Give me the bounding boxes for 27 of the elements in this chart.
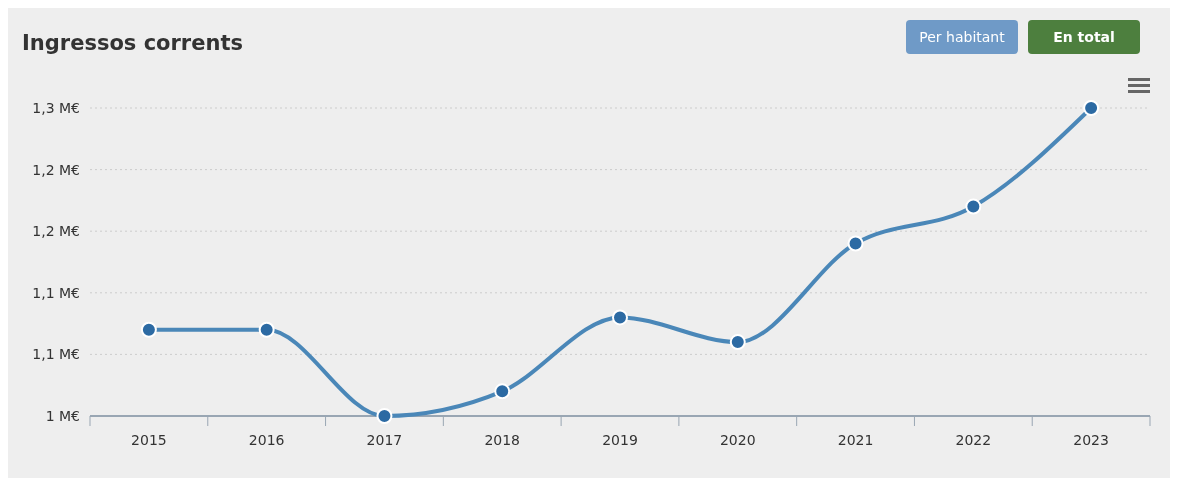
text: En total	[1053, 29, 1115, 45]
x-tick-label: 2021	[837, 432, 874, 448]
x-tick-label: 2019	[602, 432, 638, 448]
point	[376, 408, 393, 424]
point	[612, 309, 628, 326]
point	[258, 321, 275, 338]
point	[729, 334, 746, 351]
y-tick-label: 1,1 M€	[32, 284, 80, 301]
x-tick-label: 2023	[1073, 432, 1109, 448]
y-tick-label: 1,1 M€	[32, 346, 80, 363]
y-tick-label: 1,3 M€	[32, 100, 80, 116]
text: Per habitant	[919, 29, 1006, 45]
y-tick-label: 1 M€	[45, 408, 80, 424]
x-tick-label: 2018	[484, 432, 521, 448]
point	[494, 383, 511, 400]
point	[140, 321, 157, 338]
x-tick-label: 2020	[719, 432, 756, 448]
chart-title: Ingressos corrents	[22, 31, 243, 55]
x-tick-label: 2015	[131, 432, 167, 448]
point	[1083, 100, 1100, 116]
y-tick-label: 1,2 M€	[32, 223, 80, 240]
y-tick-label: 1,2 M€	[32, 161, 80, 178]
point	[965, 198, 982, 215]
x-tick-label: 2016	[248, 432, 285, 448]
x-tick-label: 2017	[366, 432, 403, 448]
x-tick-label: 2022	[955, 432, 992, 448]
point	[847, 235, 864, 252]
